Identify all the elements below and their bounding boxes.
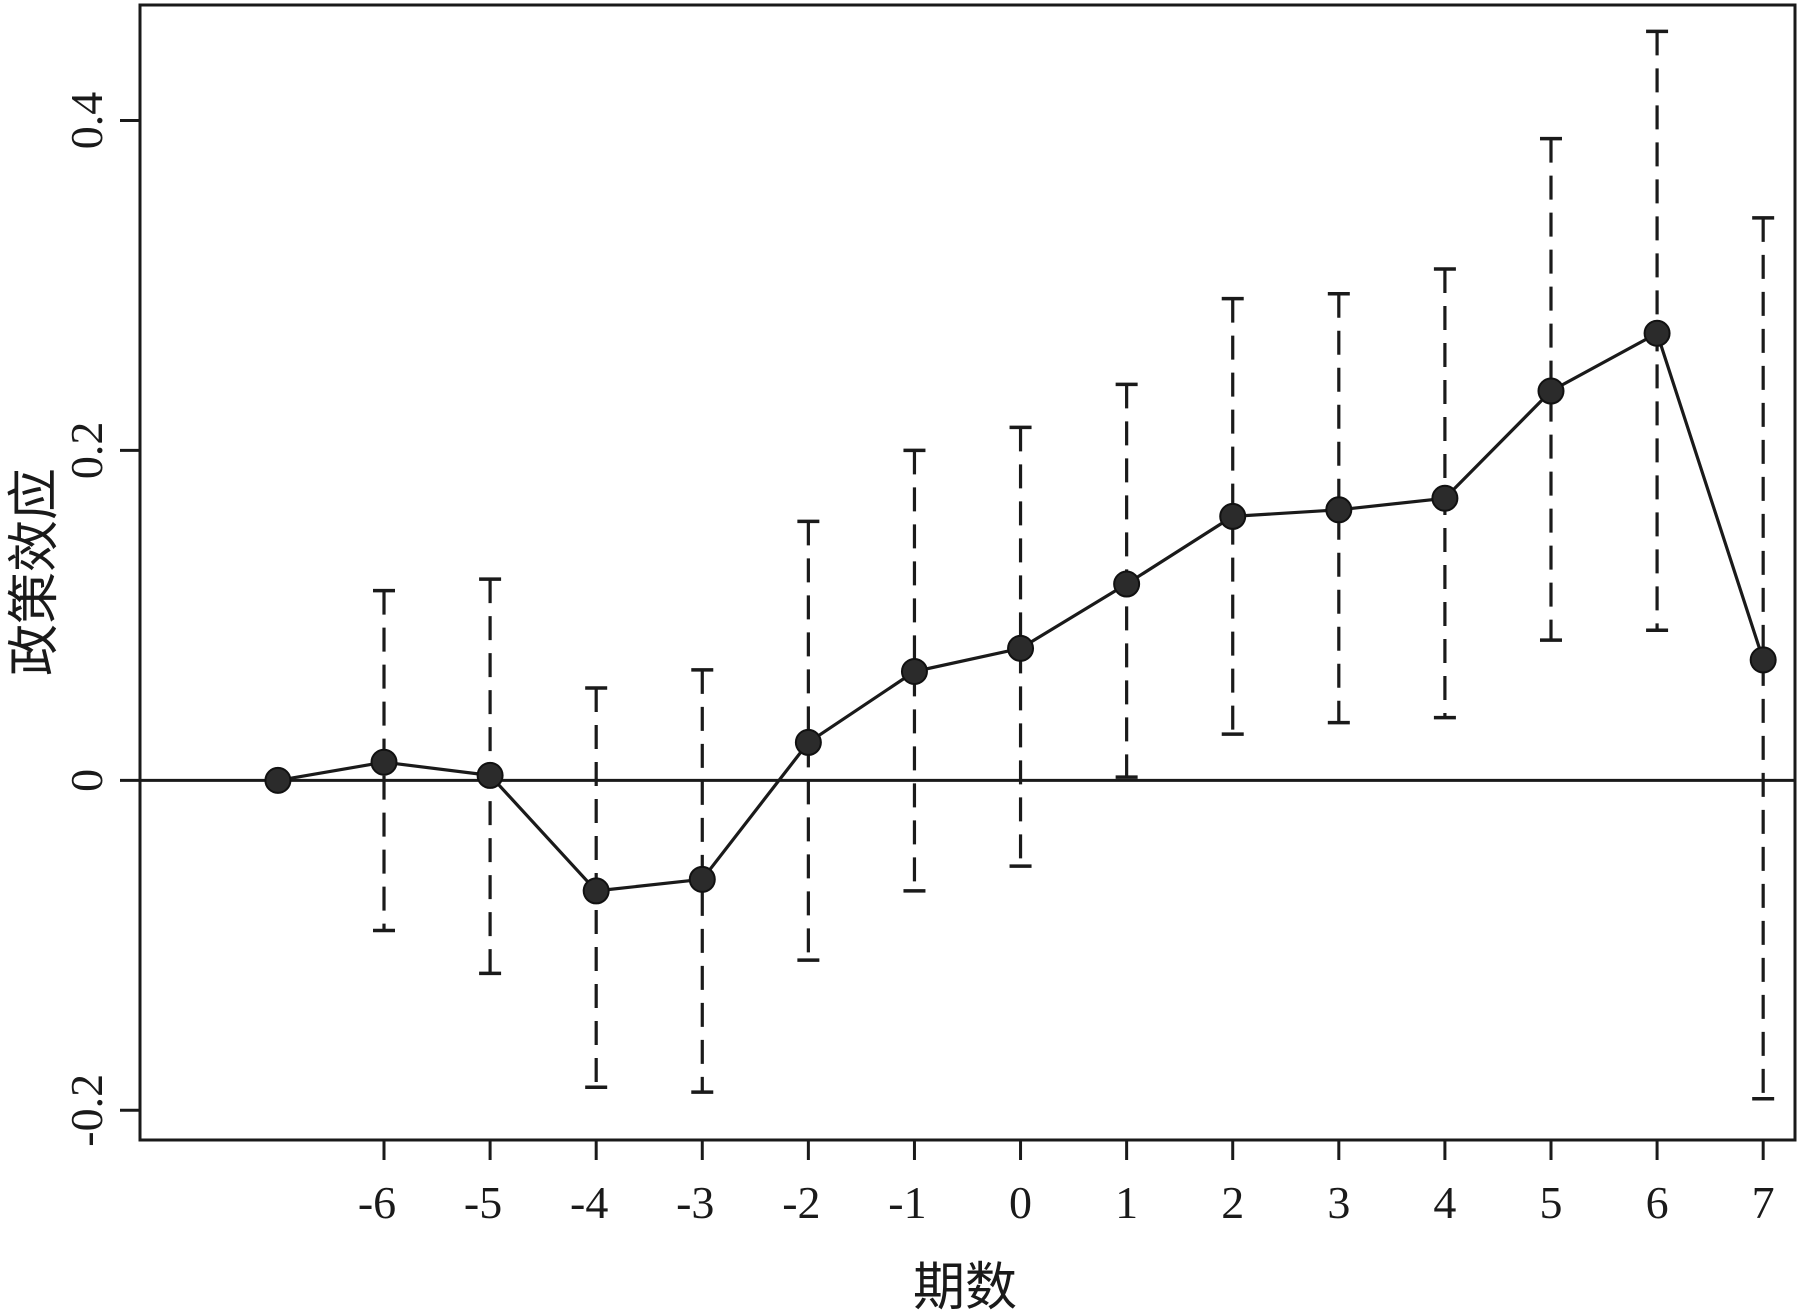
estimate-point-6 [1643, 319, 1671, 347]
x-axis-title: 期数 [913, 1258, 1017, 1316]
estimate-point-4 [1431, 484, 1459, 512]
estimate-point--7 [264, 766, 292, 794]
confidence-interval-layer [373, 29, 1775, 1101]
estimate-point--3 [688, 865, 716, 893]
estimate-point-5 [1537, 377, 1565, 405]
estimate-point-0 [1007, 634, 1035, 662]
y-axis: -0.2 0 0.2 0.4 [61, 92, 140, 1147]
estimate-point-2 [1219, 502, 1247, 530]
y-tick-label: 0.2 [61, 422, 112, 480]
x-tick-label: 5 [1539, 1177, 1562, 1228]
x-tick-label: -4 [570, 1177, 608, 1228]
x-tick-label: -2 [782, 1177, 820, 1228]
x-tick-label: 4 [1433, 1177, 1456, 1228]
estimate-point--4 [582, 877, 610, 905]
estimate-point--6 [370, 748, 398, 776]
estimate-point--2 [794, 728, 822, 756]
estimate-point--5 [476, 761, 504, 789]
plot-frame [138, 3, 1797, 1142]
estimate-point-7 [1749, 646, 1777, 674]
estimate-point-3 [1325, 496, 1353, 524]
x-tick-label: 2 [1221, 1177, 1244, 1228]
x-tick-label: -3 [676, 1177, 714, 1228]
x-tick-label: 3 [1327, 1177, 1350, 1228]
estimate-point--1 [900, 657, 928, 685]
x-axis: -6 -5 -4 -3 -2 -1 0 1 2 3 4 5 6 7 [358, 1140, 1775, 1228]
y-tick-label: 0.4 [61, 92, 112, 150]
y-axis-title: 政策效应 [5, 468, 65, 676]
x-tick-label: 7 [1752, 1177, 1775, 1228]
x-tick-label: 0 [1009, 1177, 1032, 1228]
x-tick-label: -1 [888, 1177, 926, 1228]
y-tick-label: 0 [61, 769, 112, 792]
x-tick-label: -5 [464, 1177, 502, 1228]
estimate-marker-layer [264, 319, 1777, 905]
x-tick-label: -6 [358, 1177, 396, 1228]
x-tick-label: 6 [1646, 1177, 1669, 1228]
x-tick-label: 1 [1115, 1177, 1138, 1228]
y-tick-label: -0.2 [61, 1074, 112, 1147]
estimate-point-1 [1113, 570, 1141, 598]
